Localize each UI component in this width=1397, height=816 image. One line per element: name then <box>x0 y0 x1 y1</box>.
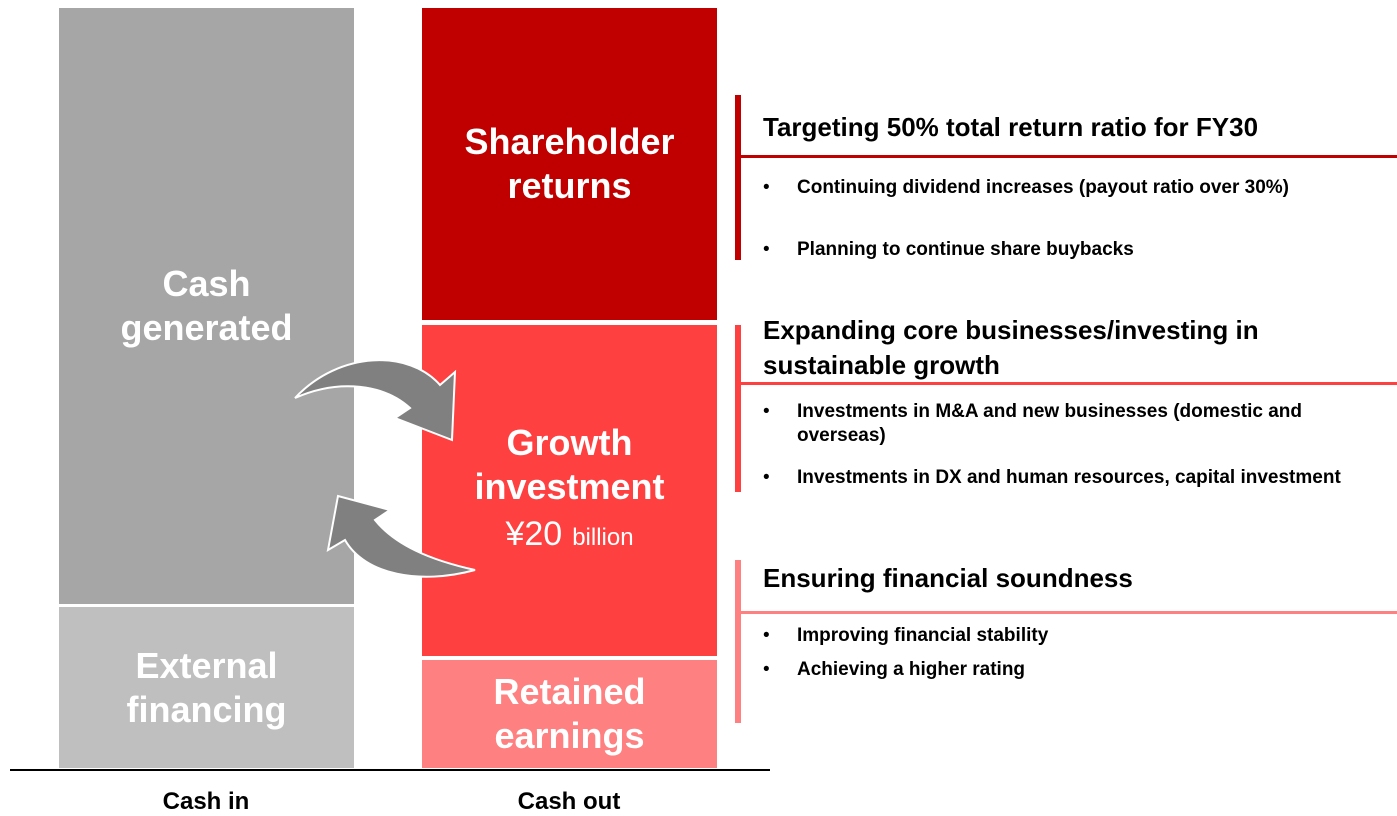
bullet: Improving financial stability <box>763 624 1367 648</box>
block-label: Shareholder <box>464 121 675 162</box>
block-label: Cash <box>162 263 251 304</box>
arrow-out <box>294 359 457 442</box>
section-rule <box>738 611 1397 614</box>
block-label: investment <box>474 466 665 507</box>
bullet: Planning to continue share buybacks <box>763 238 1367 262</box>
cash-in-caption: Cash in <box>162 788 250 815</box>
amount-line: ¥20 billion <box>505 511 633 560</box>
external-financing-block: External financing <box>59 607 354 768</box>
bullet: Investments in DX and human resources, c… <box>763 466 1367 490</box>
growth-investment-block: Growth investment ¥20 billion <box>422 325 717 656</box>
section-rule <box>738 382 1397 385</box>
amount: ¥20 <box>505 515 563 553</box>
bullet: Continuing dividend increases (payout ra… <box>763 176 1367 200</box>
section-title: Targeting 50% total return ratio for FY3… <box>763 112 1259 142</box>
block-label: Growth <box>506 422 633 463</box>
arrow-in <box>326 494 476 578</box>
block-label: generated <box>120 307 293 348</box>
bullet: Achieving a higher rating <box>763 658 1367 682</box>
section-bar <box>735 95 741 260</box>
block-label: financing <box>126 688 287 730</box>
section-bar <box>735 325 741 492</box>
block-label: Retained <box>493 671 646 712</box>
block-label: External <box>135 644 278 686</box>
amount-unit: billion <box>572 524 634 551</box>
section-title: Expanding core businesses/investing in s… <box>763 315 1259 380</box>
cash-generated-block: Cash generated <box>59 8 354 604</box>
cash-out-caption: Cash out <box>517 788 621 815</box>
bullet: Investments in M&A and new businesses (d… <box>763 400 1367 448</box>
section-title: Ensuring financial soundness <box>763 563 1133 593</box>
block-label: earnings <box>494 715 645 756</box>
block-label: returns <box>507 165 632 206</box>
section-bar <box>735 560 741 723</box>
shareholder-returns-block: Shareholder returns <box>422 8 717 320</box>
retained-earnings-block: Retained earnings <box>422 660 717 768</box>
section-rule <box>738 155 1397 158</box>
